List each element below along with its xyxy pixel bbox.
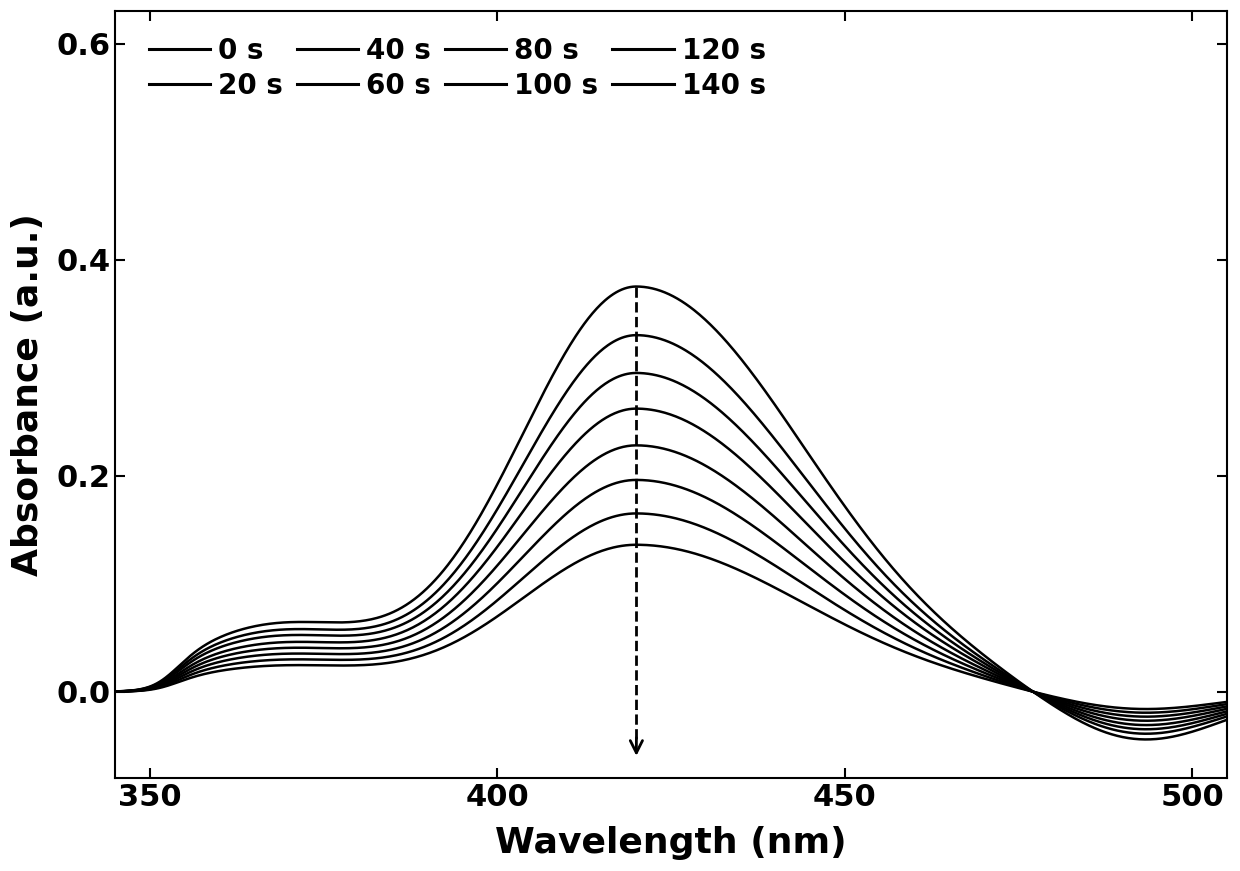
Legend: 0 s, 20 s, 40 s, 60 s, 80 s, 100 s, 120 s, 140 s: 0 s, 20 s, 40 s, 60 s, 80 s, 100 s, 120 … — [140, 29, 774, 109]
X-axis label: Wavelength (nm): Wavelength (nm) — [495, 826, 847, 860]
Y-axis label: Absorbance (a.u.): Absorbance (a.u.) — [11, 213, 45, 576]
